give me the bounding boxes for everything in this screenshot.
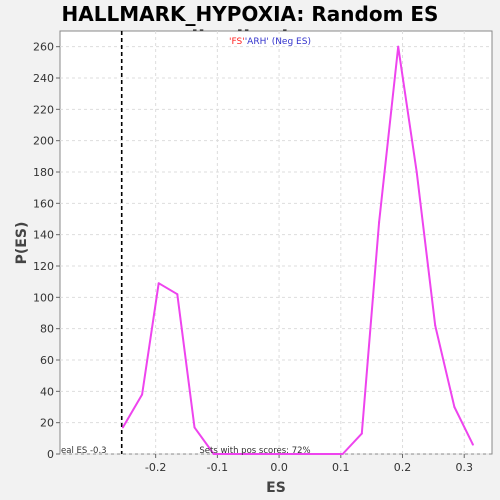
grid-layer [60,31,492,455]
es-data-point [415,171,418,173]
es-data-point [341,453,344,455]
y-tick-label: 40 [40,385,54,398]
y-tick-label: 240 [33,72,54,85]
es-data-point [471,443,474,446]
y-tick-label: 260 [33,41,54,54]
y-tick-label: 60 [40,354,54,367]
y-tick-label: 120 [33,260,54,273]
axes-layer: 0 20 40 60 80 100 120 140 160 180 200 220 240 260 -0.2… [33,41,473,474]
es-data-point [157,282,160,285]
x-tick-label: -0.2 [145,461,166,474]
es-data-point [378,221,381,224]
annotation-layer: 'FS''ARH' (Neg ES) eal ES -0.3 Sets with… [61,37,311,456]
es-data-point [193,426,196,429]
x-tick-label: -0.1 [207,461,228,474]
y-tick-label: 20 [40,417,54,430]
es-data-point [397,45,400,48]
y-tick-label: 0 [47,448,54,461]
es-data-point [141,393,144,396]
y-tick-label: 200 [33,135,54,148]
es-data-point [453,406,456,408]
x-axis-title: ES [266,480,286,496]
x-tick-label: 0.1 [332,461,350,474]
x-tick-label: 0.2 [394,461,412,474]
x-tick-label: 0.3 [455,461,473,474]
real-es-annotation: eal ES -0.3 [61,446,107,456]
y-tick-label: 180 [33,166,54,179]
y-axis-title: P(ES) [14,222,30,265]
y-tick-label: 160 [33,197,54,210]
y-tick-label: 220 [33,103,54,116]
y-tick-label: 100 [33,291,54,304]
x-tick-label: 0.0 [270,461,288,474]
legend-part: 'FS' [229,37,245,47]
series-layer [120,31,474,455]
es-data-point [434,324,437,327]
y-tick-label: 80 [40,323,54,336]
legend-annotation: 'FS''ARH' (Neg ES) [229,37,311,47]
pos-scores-annotation: Sets with pos scores: 72% [199,446,310,456]
es-data-point [176,293,179,296]
plot-background [59,30,493,455]
y-tick-label: 140 [33,229,54,242]
es-data-point [360,432,363,435]
legend-part: 'ARH' (Neg ES) [245,37,311,47]
es-data-point [121,426,124,429]
es-data-point [212,453,215,455]
es-data-point [230,453,233,455]
